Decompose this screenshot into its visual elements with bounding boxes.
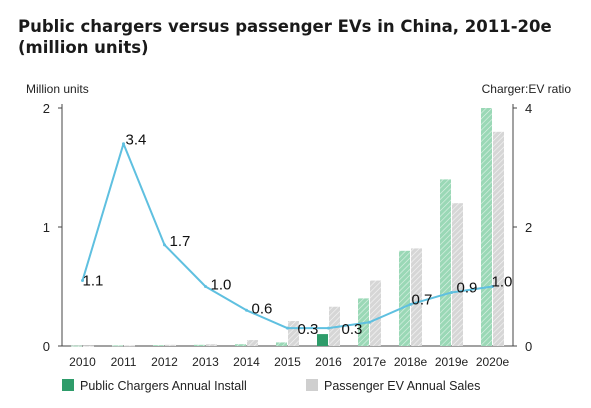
ratio-point [450, 290, 453, 294]
ratio-data-label: 0.7 [412, 291, 433, 308]
left-y-tick-label: 2 [43, 101, 50, 116]
ratio-data-label: 1.0 [492, 274, 513, 291]
ratio-point [368, 320, 371, 324]
x-tick-label: 2012 [151, 355, 178, 369]
left-axis-unit-label: Million units [26, 82, 89, 96]
right-axis-unit-label: Charger:EV ratio [481, 82, 571, 96]
ratio-point [122, 142, 125, 146]
ratio-data-label: 1.0 [211, 277, 232, 294]
ev-sales-bar [452, 203, 463, 346]
x-tick-label: 2019e [435, 355, 469, 369]
charger-install-bar [399, 250, 410, 346]
ratio-data-label: 3.4 [126, 132, 147, 149]
x-tick-label: 2018e [394, 355, 428, 369]
chart-title: Public chargers versus passenger EVs in … [18, 17, 552, 57]
right-y-tick-label: 2 [525, 220, 532, 235]
ev-sales-bar [83, 345, 94, 347]
legend-chargers-swatch [62, 379, 74, 391]
ratio-point [409, 302, 412, 306]
x-tick-label: 2017e [353, 355, 387, 369]
x-tick-label: 2010 [69, 355, 96, 369]
ratio-point [81, 279, 84, 283]
charger-install-bar [440, 179, 451, 346]
ev-sales-bar [288, 321, 299, 346]
legend-chargers-label: Public Chargers Annual Install [80, 379, 247, 393]
left-y-tick-label: 0 [43, 339, 50, 354]
ev-sales-bar [206, 344, 217, 346]
x-tick-label: 2020e [476, 355, 510, 369]
legend-evs-label: Passenger EV Annual Sales [324, 379, 480, 393]
charger-install-bar [235, 344, 246, 346]
legend-evs-swatch [306, 379, 318, 391]
ratio-data-label: 0.3 [342, 321, 363, 338]
charger-install-bar [481, 108, 492, 346]
x-tick-label: 2011 [111, 355, 137, 369]
right-y-tick-label: 0 [525, 339, 532, 354]
ev-sales-bar [493, 131, 504, 346]
x-tick-label: 2015 [274, 355, 301, 369]
ratio-data-label: 0.3 [298, 321, 319, 338]
ratio-point [286, 326, 289, 330]
left-y-tick-label: 1 [43, 220, 50, 235]
x-tick-label: 2016 [315, 355, 342, 369]
charger-install-bar [276, 342, 287, 346]
ratio-data-label: 0.6 [252, 300, 273, 317]
ratio-point [245, 308, 248, 312]
charger-install-bar [112, 345, 123, 347]
ev-sales-bar [165, 344, 176, 346]
charger-install-bar [317, 334, 328, 346]
ratio-data-label: 0.9 [457, 279, 478, 296]
charger-install-bar [153, 345, 164, 346]
ratio-point [163, 243, 166, 247]
ev-sales-bar [411, 248, 422, 346]
ratio-point [327, 326, 330, 330]
charger-install-bar [71, 345, 82, 347]
ratio-point [491, 285, 494, 288]
ev-sales-bar [370, 280, 381, 346]
ev-sales-bar [247, 340, 258, 346]
right-y-tick-label: 4 [525, 101, 532, 116]
ratio-point [204, 285, 207, 288]
x-tick-label: 2013 [192, 355, 219, 369]
ev-sales-bar [124, 345, 135, 347]
x-tick-label: 2014 [233, 355, 260, 369]
ratio-data-label: 1.1 [83, 273, 104, 290]
ratio-data-label: 1.7 [170, 233, 191, 250]
charger-install-bar [194, 344, 205, 346]
